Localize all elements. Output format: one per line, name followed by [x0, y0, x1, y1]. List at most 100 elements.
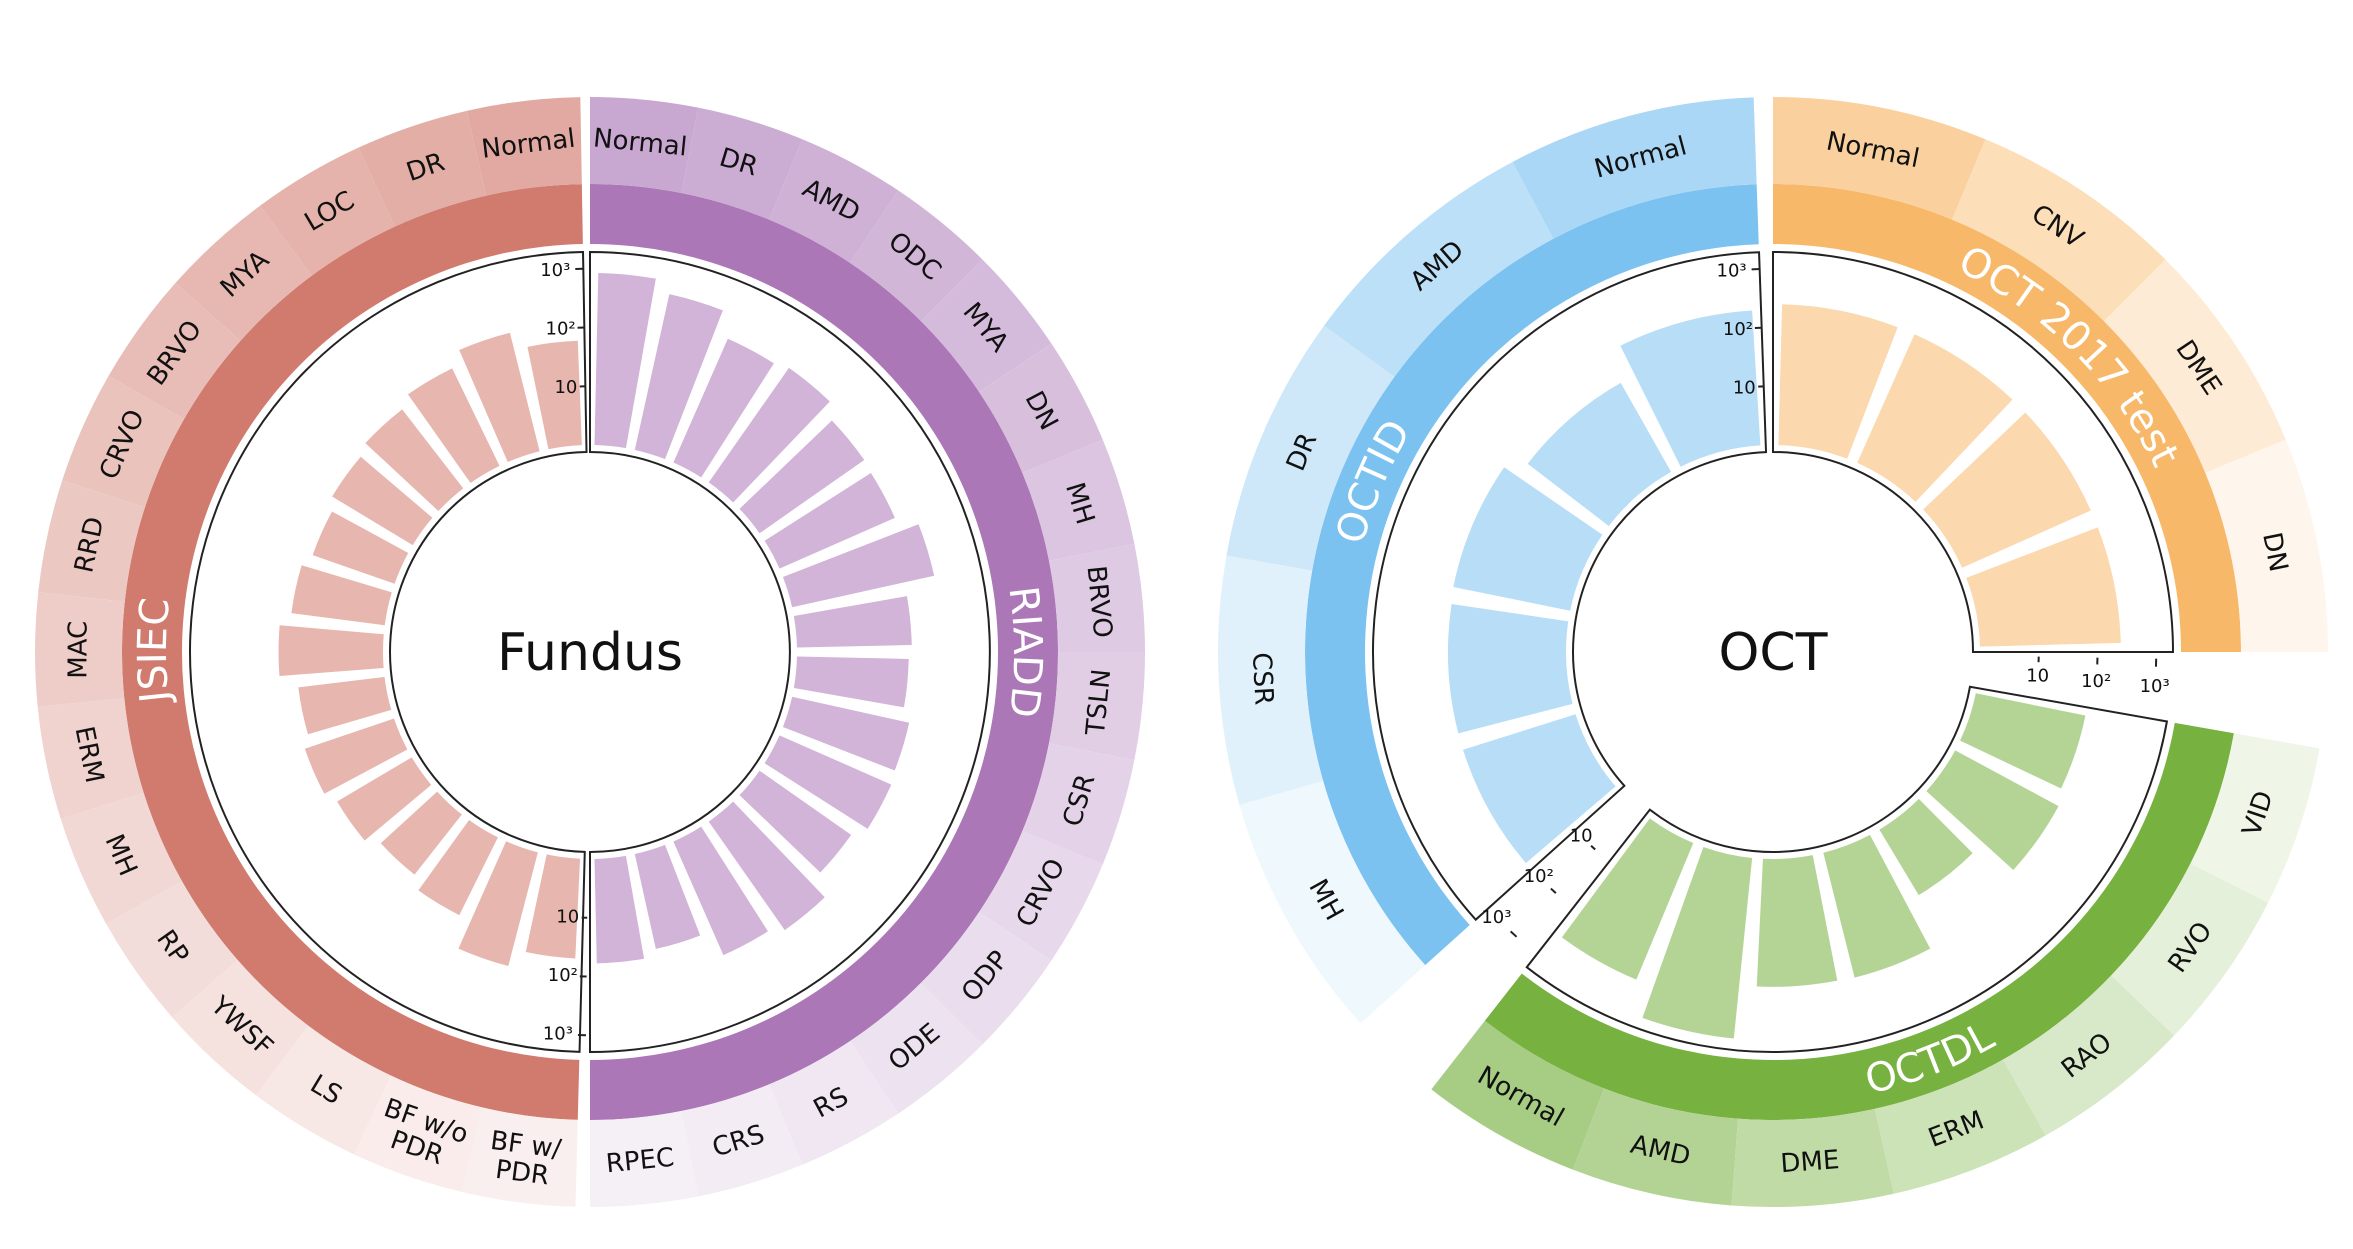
bar-dn: [764, 473, 895, 569]
category-cell: [681, 107, 803, 220]
category-cell: [1218, 555, 1324, 805]
radial-tick-label: 10: [1733, 377, 1756, 398]
category-cell: [1572, 1088, 1739, 1206]
bar-mya: [739, 420, 865, 534]
radial-tick-label: 10³: [2140, 676, 2170, 697]
bar-crvo: [764, 735, 892, 829]
bar-odc: [708, 367, 830, 503]
category-cell: [769, 1041, 899, 1165]
radial-tick-label: 10²: [2081, 671, 2111, 692]
category-cell: [462, 1107, 578, 1207]
bar-brvo: [332, 456, 433, 546]
dataset-band: [1305, 184, 1759, 966]
bar-cnv: [1857, 334, 2013, 502]
category-label: BRVO: [1081, 564, 1118, 639]
category-cell: [850, 190, 983, 322]
category-cell: [920, 259, 1052, 392]
bar-crvo: [312, 511, 409, 584]
bar-loc: [407, 368, 500, 483]
bar-mh: [304, 718, 408, 794]
bar-mac: [278, 625, 384, 676]
dataset-band: [590, 184, 1058, 1120]
bar-csr: [782, 696, 910, 771]
radial-tick-label: 10: [1570, 825, 1593, 846]
category-cell: [979, 831, 1103, 961]
category-label: TSLN: [1081, 668, 1117, 738]
radial-tick-label: 10²: [546, 318, 576, 339]
bar-erm: [298, 676, 392, 735]
category-cell: [34, 592, 125, 707]
category-label: DME: [1780, 1145, 1841, 1179]
category-cell: [681, 1084, 803, 1197]
bar-bf-w-pdr: [525, 854, 581, 959]
category-cell: [979, 343, 1103, 473]
radial-axis: 10 10² 10³: [543, 906, 588, 1044]
bar-dr: [1453, 467, 1603, 611]
bar-ode: [708, 801, 825, 931]
category-cell: [769, 139, 899, 263]
center-title: Fundus: [497, 623, 683, 683]
bar-ls: [418, 819, 498, 916]
category-cell: [1049, 652, 1145, 761]
category-cell: [1431, 1020, 1605, 1170]
radial-tick-label: 10²: [548, 965, 578, 986]
bar-csr: [1447, 603, 1573, 734]
bar-dme: [1923, 412, 2091, 568]
radial-tick: [1550, 887, 1557, 894]
group-jsiec: JSIECNormalDRLOCMYABRVOCRVORRDMACERMMHRP…: [34, 97, 588, 1207]
radial-tick-label: 10³: [1481, 907, 1511, 928]
bar-odp: [739, 770, 852, 873]
radial-tick-label: 10³: [1717, 260, 1747, 281]
bar-rpec: [594, 855, 645, 964]
bar-normal: [1561, 818, 1694, 980]
category-cell: [1239, 780, 1426, 1024]
radial-axis: 10 10² 10³: [1717, 260, 1764, 398]
bar-dr: [634, 294, 723, 460]
category-cell: [850, 982, 983, 1114]
category-cell: [2002, 975, 2175, 1136]
category-label: MAC: [63, 621, 93, 679]
bar-normal: [1778, 304, 1898, 459]
bar-dme: [1756, 855, 1838, 987]
center-title: OCT: [1718, 623, 1827, 683]
radial-tick-label: 10³: [543, 1023, 573, 1044]
category-cell: [1022, 439, 1135, 561]
radial-tick-label: 10: [554, 377, 577, 398]
dataset-name-label: RIADD: [999, 584, 1050, 720]
category-cell: [60, 792, 183, 924]
category-cell: [1049, 543, 1145, 652]
category-cell: [920, 912, 1052, 1045]
radial-axis: 10 10² 10³: [2026, 656, 2170, 697]
bar-dr: [459, 332, 540, 463]
radial-tick-label: 10: [2026, 666, 2049, 687]
category-cell: [1874, 1059, 2046, 1194]
bar-amd: [1642, 846, 1753, 1039]
radial-axis: 10 10² 10³: [1481, 825, 1596, 938]
category-label: RPEC: [605, 1143, 676, 1180]
category-cell: [1022, 743, 1135, 865]
category-label: BF w/PDR: [485, 1126, 563, 1193]
category-cell: [106, 881, 238, 1018]
bar-erm: [1823, 834, 1931, 978]
category-cell: [466, 97, 582, 196]
bar-amd: [673, 338, 774, 478]
category-cell: [1952, 139, 2166, 322]
bar-crs: [634, 844, 701, 949]
bar-mh: [1463, 714, 1616, 864]
radial-tick-label: 10: [556, 906, 579, 927]
bar-rs: [673, 826, 768, 956]
category-cell: [1773, 97, 1986, 220]
bar-rao: [1879, 798, 1973, 896]
radial-tick: [1590, 844, 1596, 851]
radial-tick-label: 10²: [1524, 866, 1554, 887]
category-cell: [62, 375, 185, 508]
category-cell: [37, 698, 144, 819]
category-cell: [590, 1111, 699, 1207]
bar-normal: [527, 340, 582, 450]
bar-normal: [1620, 310, 1761, 467]
